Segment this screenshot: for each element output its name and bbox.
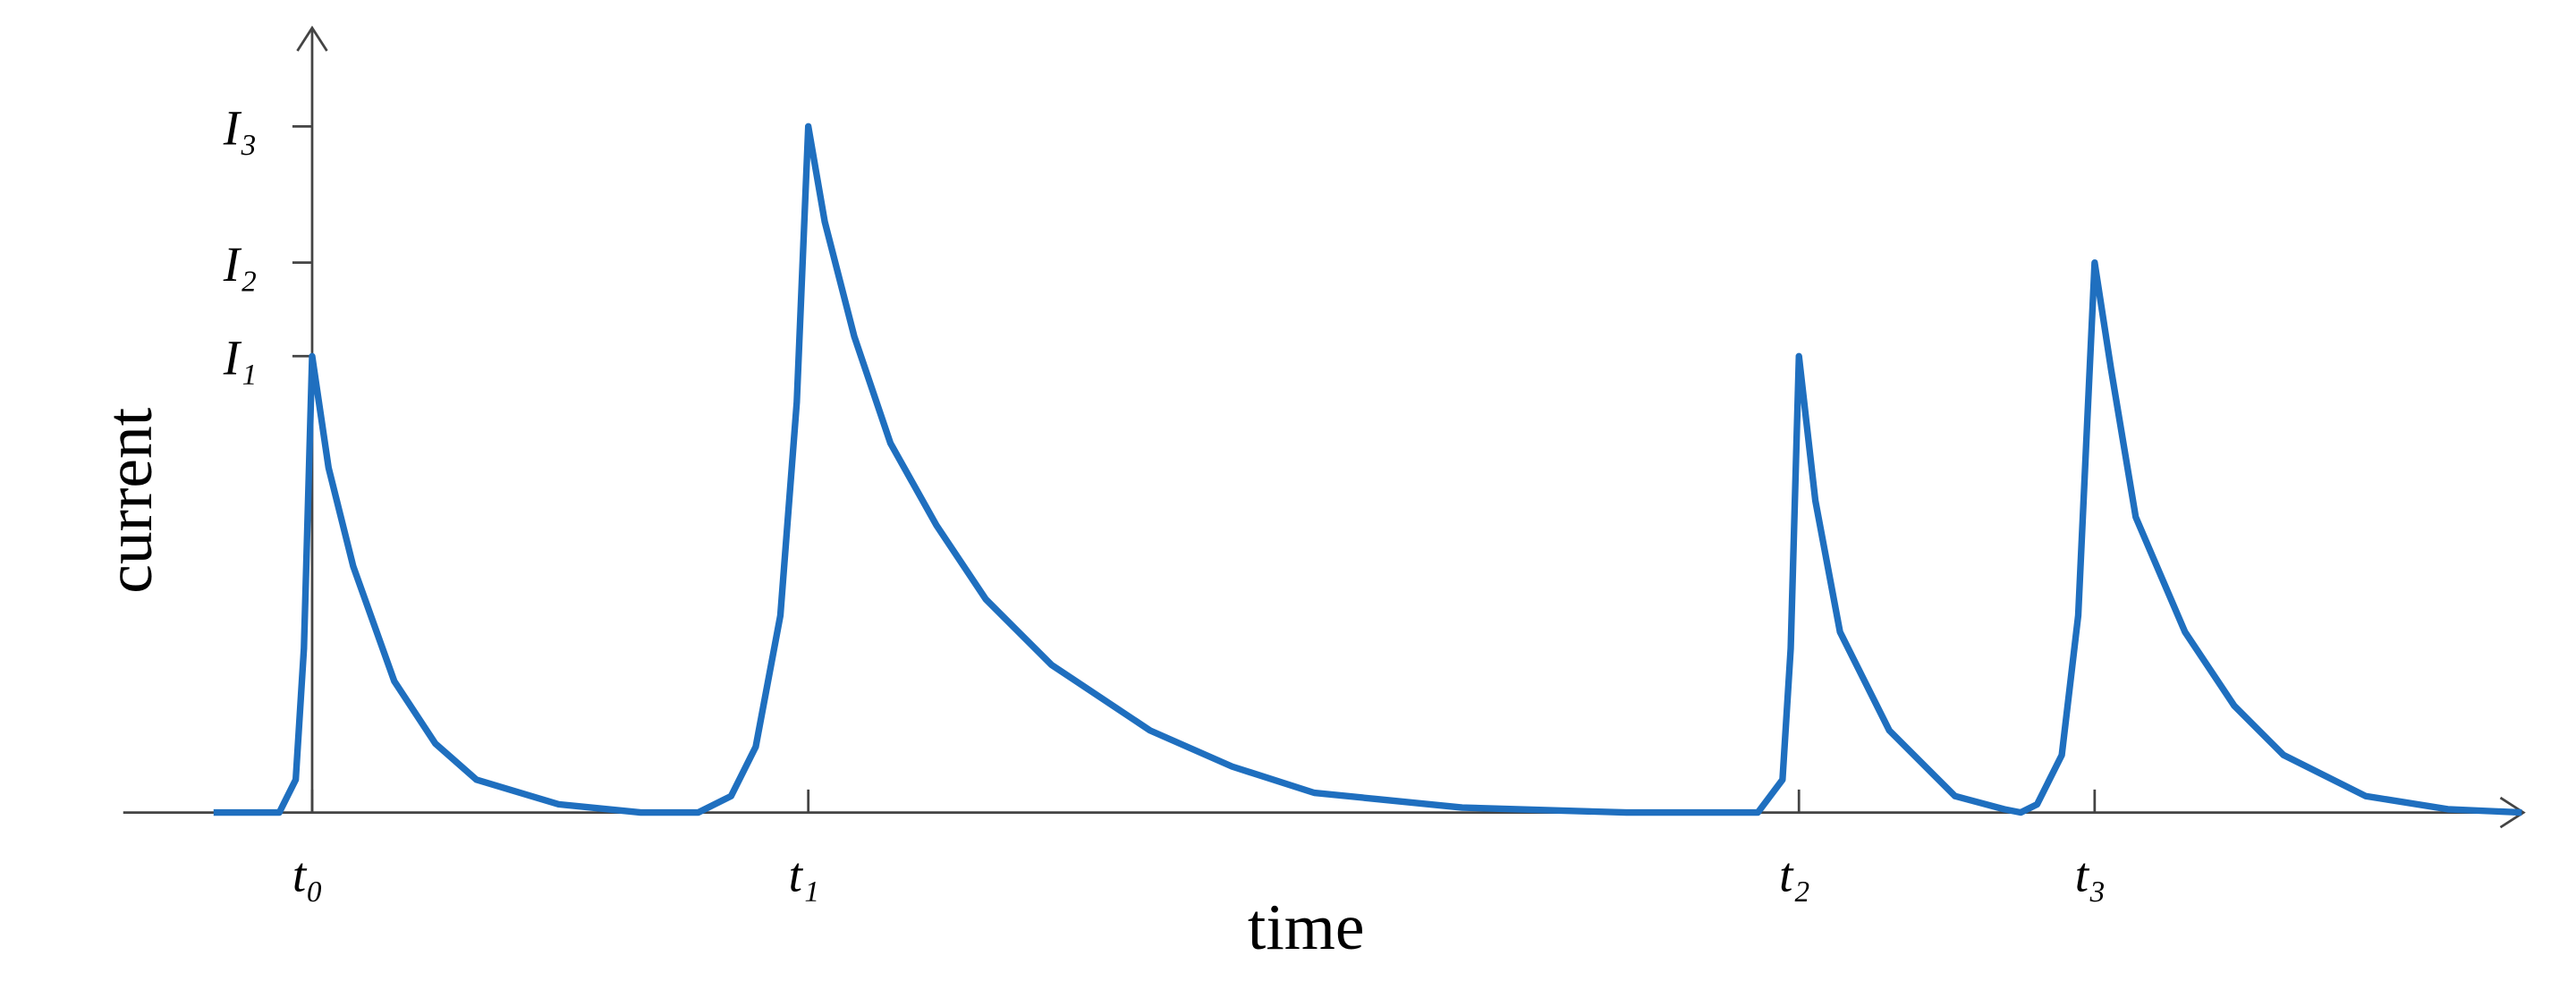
y-axis-arrow: [296, 25, 328, 52]
y-tick-label: I₃: [223, 101, 258, 156]
x-axis-title: time: [1248, 891, 1365, 963]
current-line: [213, 123, 2522, 816]
x-tick-label: t₀: [292, 848, 323, 902]
x-tick-label: t₂: [1779, 848, 1809, 902]
y-axis-title: current: [93, 408, 165, 594]
x-tick-label: t₃: [2075, 848, 2106, 902]
x-tick-label: t₁: [789, 848, 819, 902]
y-tick-label: I₁: [223, 331, 258, 385]
y-tick-label: I₂: [223, 237, 258, 292]
x-axis-arrow: [2499, 796, 2526, 829]
